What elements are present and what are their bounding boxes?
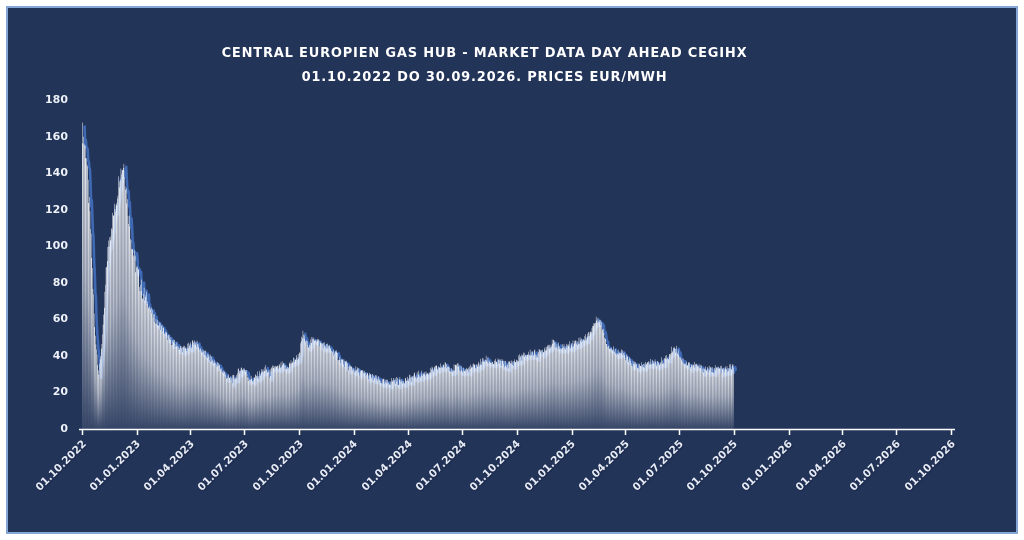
chart-container: CENTRAL EUROPIEN GAS HUB - MARKET DATA D… <box>6 6 1018 534</box>
plot-area <box>8 8 1016 532</box>
